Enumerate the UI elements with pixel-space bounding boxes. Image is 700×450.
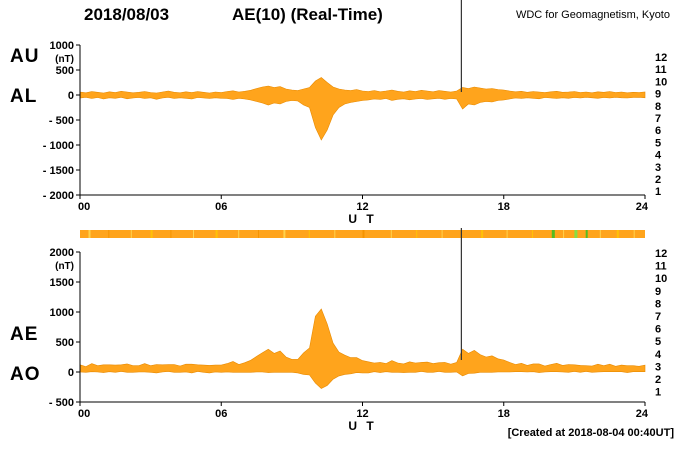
x-tick-label: 06 [215,408,227,420]
station-count-11: 11 [655,261,667,273]
station-count-9: 9 [655,89,661,101]
y-axis-unit: (nT) [55,54,74,65]
label-ao: AO [10,364,41,385]
station-count-6: 6 [655,125,661,137]
station-count-12: 12 [655,52,667,64]
x-tick-label: 06 [215,201,227,213]
y-axis-unit: (nT) [55,261,74,272]
availability-streak [599,230,601,238]
station-count-2: 2 [655,174,661,186]
station-count-6: 6 [655,324,661,336]
data-area-au-al [79,77,646,141]
station-count-3: 3 [655,162,661,174]
x-tick-label: 18 [498,408,510,420]
y-tick-label: 1500 [50,277,74,289]
station-count-3: 3 [655,361,661,373]
availability-streak [238,230,240,238]
y-tick-label: 1000 [50,307,74,319]
availability-streak [308,230,310,238]
y-tick-label: - 1000 [43,140,74,152]
x-axis-label: U T [348,419,376,433]
label-ae: AE [10,324,39,345]
station-count-5: 5 [655,336,661,348]
availability-streak [551,230,555,238]
y-tick-label: 500 [56,65,74,77]
station-count-1: 1 [655,186,661,198]
x-tick-label: 00 [78,408,90,420]
availability-streak [441,230,443,238]
availability-streak [215,230,218,238]
y-tick-label: - 500 [49,397,74,409]
availability-streak [88,230,91,238]
station-count-12: 12 [655,248,667,260]
label-al: AL [10,86,38,107]
created-timestamp: [Created at 2018-08-04 00:40UT] [507,427,674,439]
y-tick-label: - 2000 [43,190,74,202]
station-count-10: 10 [655,76,667,88]
y-tick-label: 0 [68,367,74,379]
station-count-4: 4 [655,349,662,361]
x-tick-label: 24 [636,408,649,420]
station-count-11: 11 [655,64,667,76]
station-count-8: 8 [655,101,661,113]
station-count-4: 4 [655,150,662,162]
availability-streak [334,230,336,238]
availability-streak [170,230,172,238]
y-tick-label: - 1500 [43,165,74,177]
station-count-7: 7 [655,311,661,323]
availability-streak [416,230,418,238]
availability-streak [193,230,194,238]
availability-streak [390,230,392,238]
x-tick-label: 00 [78,201,90,213]
availability-streak [130,230,132,238]
availability-streak [481,230,484,238]
x-tick-label: 18 [498,201,510,213]
data-source: WDC for Geomagnetism, Kyoto [515,9,670,21]
station-count-5: 5 [655,137,661,149]
station-count-2: 2 [655,374,661,386]
data-area-ae-ao [79,308,646,389]
x-tick-label: 12 [356,408,368,420]
plot-date: 2018/08/03 [84,5,170,24]
y-tick-label: 500 [56,337,74,349]
y-tick-label: 0 [68,90,74,102]
x-axis-label: U T [348,212,376,226]
x-tick-label: 12 [356,201,368,213]
availability-streak [532,230,533,238]
station-count-7: 7 [655,113,661,125]
availability-streak [258,230,259,238]
availability-streak [283,230,286,238]
label-au: AU [10,46,40,67]
availability-streak [585,230,588,238]
availability-streak [616,230,619,238]
plot-title: AE(10) (Real-Time) [232,5,383,24]
availability-streak [506,230,508,238]
availability-streak [362,230,365,238]
station-count-9: 9 [655,286,661,298]
availability-streak [633,230,635,238]
y-tick-label: 2000 [50,247,74,259]
y-tick-label: 1000 [50,40,74,52]
station-count-10: 10 [655,273,667,285]
availability-streak [574,230,578,238]
availability-streak [563,230,565,238]
availability-streak [108,230,110,238]
y-tick-label: - 500 [49,115,74,127]
station-count-1: 1 [655,387,661,399]
x-tick-label: 24 [636,201,649,213]
availability-streak [150,230,153,238]
station-count-8: 8 [655,298,661,310]
